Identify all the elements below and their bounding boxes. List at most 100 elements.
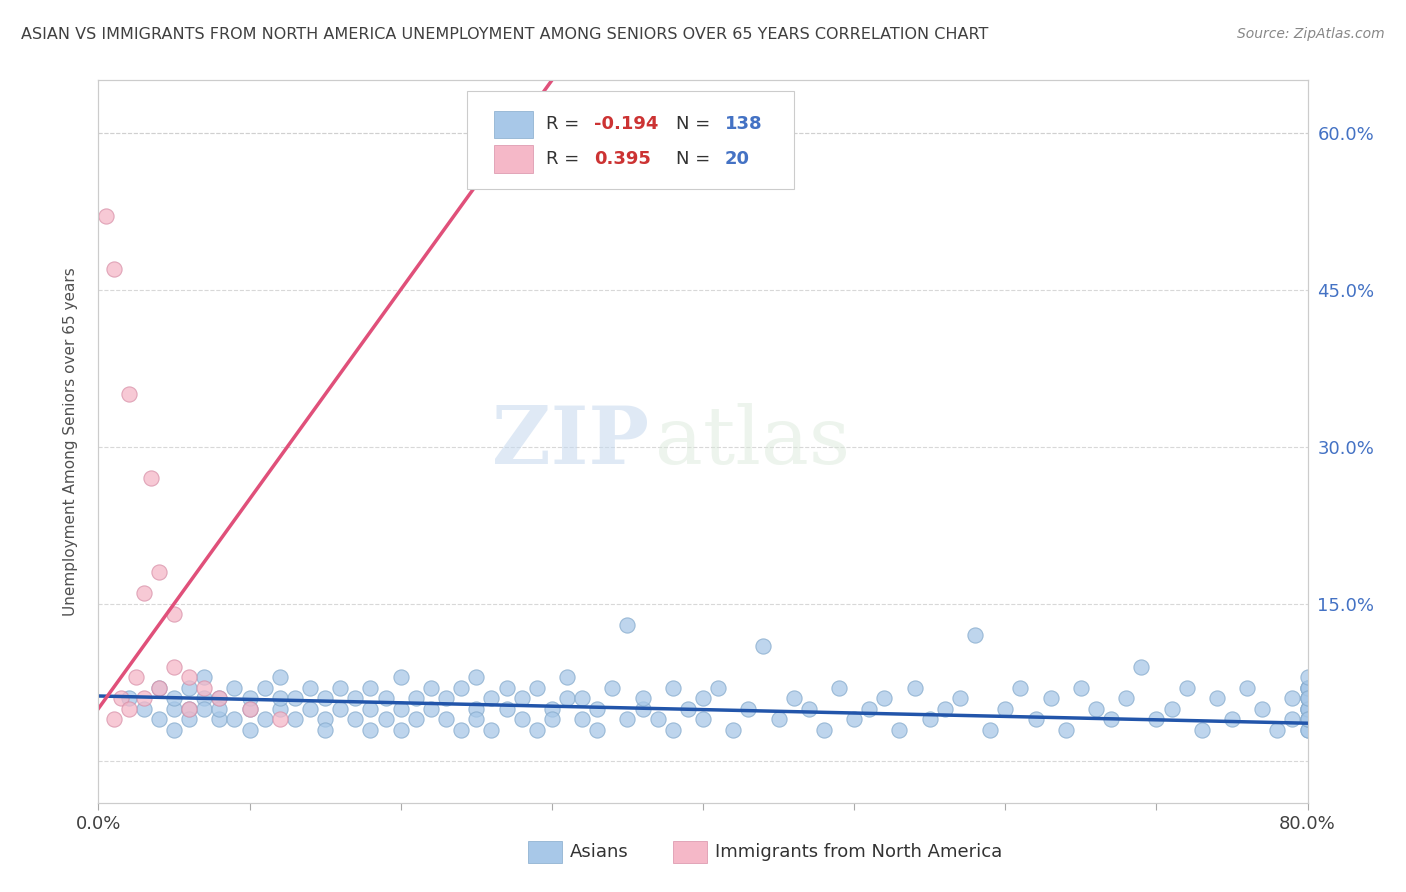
- Point: [420, 681, 443, 695]
- Point: [540, 712, 562, 726]
- Point: [495, 681, 517, 695]
- Text: 138: 138: [724, 115, 762, 133]
- Point: [329, 701, 352, 715]
- Point: [1296, 712, 1319, 726]
- Point: [631, 701, 654, 715]
- Text: Asians: Asians: [569, 843, 628, 861]
- Point: [1251, 701, 1274, 715]
- Point: [540, 701, 562, 715]
- Point: [239, 701, 262, 715]
- Point: [284, 691, 307, 706]
- Point: [132, 586, 155, 600]
- Point: [269, 670, 291, 684]
- Point: [148, 681, 170, 695]
- Point: [141, 471, 163, 485]
- Point: [110, 691, 132, 706]
- Point: [314, 712, 336, 726]
- Point: [1144, 712, 1167, 726]
- Point: [1085, 701, 1108, 715]
- Point: [1160, 701, 1182, 715]
- Point: [918, 712, 941, 726]
- Point: [253, 712, 276, 726]
- Point: [360, 681, 382, 695]
- Text: ZIP: ZIP: [492, 402, 648, 481]
- Point: [481, 691, 503, 706]
- Point: [783, 691, 806, 706]
- Point: [979, 723, 1001, 737]
- Point: [526, 723, 548, 737]
- Point: [1296, 723, 1319, 737]
- Point: [314, 691, 336, 706]
- Point: [510, 712, 533, 726]
- Point: [1281, 691, 1303, 706]
- Point: [1296, 681, 1319, 695]
- Text: N =: N =: [676, 115, 717, 133]
- Point: [163, 701, 186, 715]
- Point: [616, 617, 638, 632]
- Point: [450, 723, 472, 737]
- Point: [179, 712, 201, 726]
- Point: [434, 712, 457, 726]
- Point: [1296, 701, 1319, 715]
- Point: [495, 701, 517, 715]
- Point: [797, 701, 820, 715]
- Point: [1296, 670, 1319, 684]
- Point: [768, 712, 790, 726]
- Point: [647, 712, 669, 726]
- Point: [1296, 701, 1319, 715]
- Point: [465, 701, 488, 715]
- Point: [148, 566, 170, 580]
- Point: [889, 723, 911, 737]
- Point: [465, 670, 488, 684]
- Point: [420, 701, 443, 715]
- Point: [723, 723, 745, 737]
- Point: [1175, 681, 1198, 695]
- Point: [193, 691, 215, 706]
- Point: [405, 712, 427, 726]
- Point: [1296, 712, 1319, 726]
- Point: [179, 701, 201, 715]
- Point: [118, 387, 141, 401]
- Point: [965, 628, 987, 642]
- Point: [1281, 712, 1303, 726]
- Point: [1296, 691, 1319, 706]
- Point: [329, 681, 352, 695]
- Point: [208, 701, 231, 715]
- Point: [1296, 691, 1319, 706]
- Point: [284, 712, 307, 726]
- Point: [434, 691, 457, 706]
- Point: [1206, 691, 1229, 706]
- Point: [360, 701, 382, 715]
- Point: [239, 691, 262, 706]
- Point: [571, 691, 593, 706]
- Point: [465, 712, 488, 726]
- Point: [118, 691, 141, 706]
- Point: [631, 691, 654, 706]
- Point: [526, 681, 548, 695]
- Point: [858, 701, 880, 715]
- Point: [1296, 691, 1319, 706]
- Point: [103, 712, 125, 726]
- Point: [163, 691, 186, 706]
- Point: [994, 701, 1017, 715]
- Point: [1267, 723, 1289, 737]
- Point: [239, 723, 262, 737]
- Point: [224, 712, 246, 726]
- Point: [344, 691, 367, 706]
- FancyBboxPatch shape: [494, 145, 533, 173]
- Point: [208, 712, 231, 726]
- Point: [344, 712, 367, 726]
- Point: [555, 670, 578, 684]
- Point: [299, 681, 322, 695]
- Point: [193, 670, 215, 684]
- Point: [269, 712, 291, 726]
- Point: [661, 723, 683, 737]
- Point: [1070, 681, 1092, 695]
- Point: [1296, 681, 1319, 695]
- Point: [481, 723, 503, 737]
- Point: [707, 681, 730, 695]
- Point: [555, 691, 578, 706]
- Point: [586, 701, 609, 715]
- Point: [374, 691, 396, 706]
- Point: [148, 712, 170, 726]
